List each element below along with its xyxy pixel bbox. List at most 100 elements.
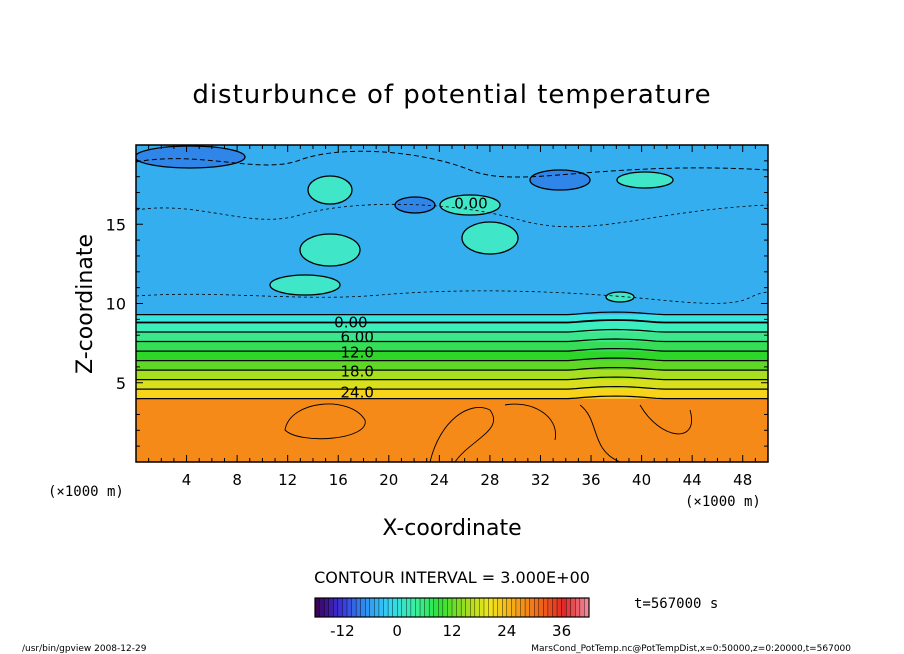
contour-line [136, 367, 768, 371]
colorbar-swatch [415, 597, 421, 618]
colorbar-tick-label: 24 [497, 622, 516, 640]
colorbar-swatch [419, 597, 426, 618]
contour-label: 0.00 [334, 314, 367, 332]
colorbar-swatch [342, 597, 348, 618]
y-tick-label: 10 [106, 295, 126, 314]
colorbar-swatch [575, 597, 581, 618]
colorbar-tick-label: 0 [392, 622, 402, 640]
colorbar-swatch [337, 597, 343, 618]
x-tick-label: 44 [683, 471, 702, 489]
colorbar-swatch [383, 597, 389, 618]
colorbar-tick-label: 12 [442, 622, 461, 640]
colorbar-swatch [410, 597, 416, 618]
colorbar-swatch [424, 597, 430, 618]
x-tick-label: 48 [733, 471, 752, 489]
value-layer [136, 389, 768, 399]
contour-line [136, 203, 768, 228]
contour-line [136, 311, 768, 316]
colorbar-swatch [438, 597, 444, 618]
anomaly-blob [394, 196, 436, 214]
x-tick-label: 16 [329, 471, 348, 489]
colorbar-swatch [515, 597, 521, 618]
colorbar-swatch [579, 597, 585, 618]
contour-label: 0.00 [454, 195, 487, 213]
colorbar-frame [314, 597, 590, 618]
anomaly-blob [529, 169, 591, 191]
colorbar-swatch [538, 597, 544, 618]
contour-line [136, 338, 768, 343]
colorbar-swatch [474, 597, 480, 618]
anomaly-blob [299, 233, 361, 267]
value-layer [136, 370, 768, 380]
contour-line [579, 404, 621, 462]
contour-line [639, 404, 692, 435]
x-tick-label: 32 [531, 471, 550, 489]
colorbar-swatch [351, 597, 357, 618]
anomaly-blob [136, 145, 246, 169]
colorbar-swatch [543, 597, 549, 618]
value-layer [136, 341, 768, 352]
contour-line [136, 395, 768, 400]
colorbar-swatch [442, 597, 448, 618]
colorbar-swatch [465, 597, 471, 618]
y-tick-label: 15 [106, 215, 126, 234]
colorbar-swatch [365, 597, 371, 618]
colorbar-swatch [529, 597, 535, 618]
colorbar-swatch [323, 597, 330, 618]
contour-label: 18.0 [340, 363, 373, 381]
colorbar-swatch [378, 597, 384, 618]
colorbar-swatch [506, 597, 512, 618]
x-axis-label: X-coordinate [382, 516, 521, 541]
anomaly-blob [307, 175, 353, 205]
colorbar-swatch [428, 597, 435, 618]
contour-line [136, 376, 768, 381]
value-layer [136, 322, 768, 333]
time-label: t=567000 s [634, 596, 718, 612]
x-unit-right: (×1000 m) [685, 494, 761, 510]
colorbar-swatch [451, 597, 458, 618]
colorbar-swatch [460, 597, 467, 618]
colorbar: -12 0 12 24 36 [314, 597, 590, 640]
contour-lines [136, 150, 768, 462]
x-tick-label: 40 [632, 471, 651, 489]
contour-interval: CONTOUR INTERVAL = 3.000E+00 [314, 568, 590, 587]
anomaly-blobs [136, 145, 674, 303]
colorbar-tick-label: -12 [330, 622, 355, 640]
value-layer [136, 351, 768, 361]
colorbar-swatch [524, 597, 531, 618]
value-layer [136, 379, 768, 390]
colorbar-swatch [565, 597, 572, 618]
colorbar-swatch [433, 597, 439, 618]
colorbar-swatch [374, 597, 380, 618]
colorbar-swatch [397, 597, 403, 618]
colorbar-swatch [333, 597, 339, 618]
contour-line [136, 348, 768, 352]
y-axis-label: Z-coordinate [73, 234, 98, 374]
colorbar-swatch [520, 597, 526, 618]
chart-title: disturbunce of potential temperature [192, 80, 711, 110]
x-axis: 4 8 12 16 20 24 28 32 36 40 44 48 [135, 145, 769, 489]
colorbar-swatch [401, 597, 407, 618]
colorbar-swatch [570, 597, 576, 618]
colorbar-swatch [406, 597, 412, 618]
anomaly-blob [461, 221, 519, 255]
value-layers [136, 145, 768, 462]
x-tick-label: 4 [182, 471, 192, 489]
x-tick-label: 24 [430, 471, 449, 489]
colorbar-swatch [314, 597, 321, 618]
contour-label: 12.0 [340, 344, 373, 362]
colorbar-tick-label: 36 [552, 622, 571, 640]
colorbar-swatch [328, 597, 334, 618]
colorbar-swatch [355, 597, 362, 618]
x-tick-label: 36 [581, 471, 600, 489]
anomaly-blob [269, 274, 341, 296]
colorbar-swatch [447, 597, 453, 618]
colorbar-swatch [346, 597, 353, 618]
colorbar-swatch [387, 597, 394, 618]
colorbar-swatch [456, 597, 462, 618]
contour-line [136, 357, 768, 362]
colorbar-swatch [488, 597, 494, 618]
colorbar-swatch [502, 597, 508, 618]
colorbar-swatch [556, 597, 563, 618]
